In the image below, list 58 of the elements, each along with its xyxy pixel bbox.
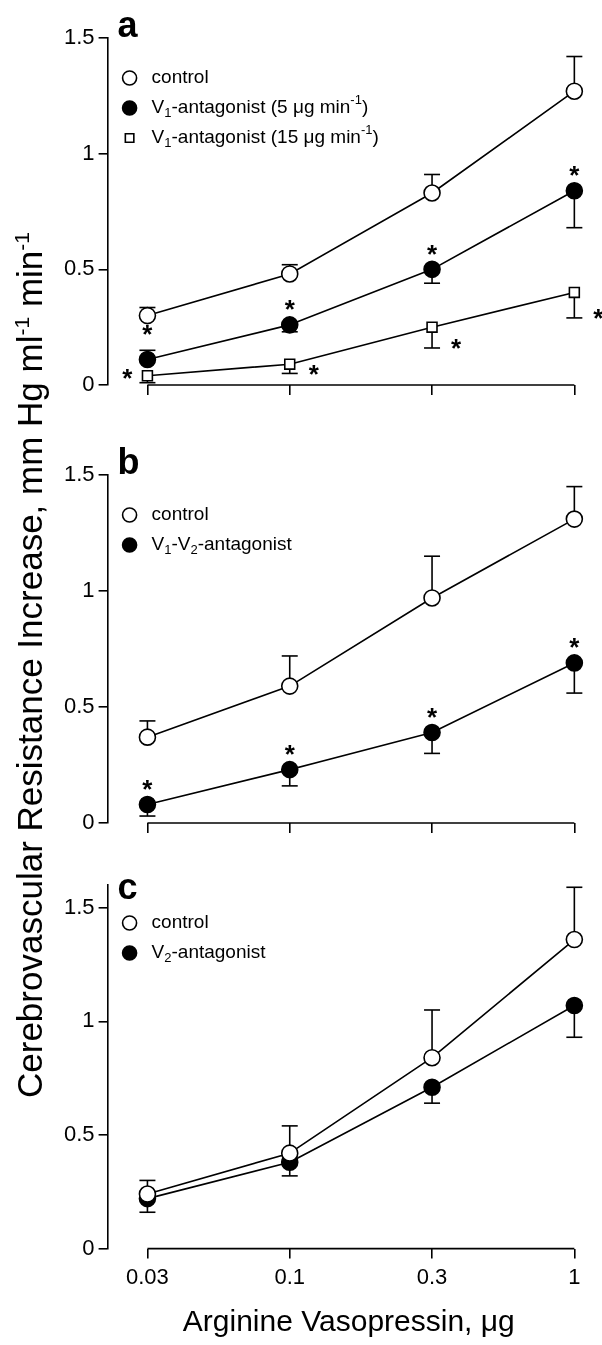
y-tick-label: 0 bbox=[82, 809, 95, 835]
x-tick-label: 0.03 bbox=[126, 1263, 169, 1289]
y-tick-label: 1.5 bbox=[63, 24, 95, 50]
annotation: * bbox=[142, 773, 154, 804]
annotation: * bbox=[122, 362, 134, 393]
point bbox=[565, 82, 584, 101]
point bbox=[280, 316, 299, 334]
annotation: * bbox=[142, 319, 154, 350]
point bbox=[423, 723, 441, 742]
y-tick-label: 0.5 bbox=[63, 693, 95, 719]
annotation: * bbox=[450, 333, 462, 364]
y-tick-label: 1.5 bbox=[63, 893, 95, 919]
y-tick-label: 0.5 bbox=[63, 255, 95, 281]
point bbox=[280, 265, 299, 283]
point bbox=[565, 654, 584, 672]
y-tick-label: 1 bbox=[82, 577, 95, 603]
y-tick-label: 0.5 bbox=[63, 1121, 95, 1147]
legend-label: control bbox=[151, 911, 209, 933]
point bbox=[280, 677, 299, 695]
point bbox=[568, 286, 581, 299]
point bbox=[283, 358, 296, 370]
y-tick-label: 0 bbox=[82, 371, 95, 397]
annotation: * bbox=[426, 701, 438, 732]
annotation: * bbox=[284, 294, 296, 325]
point bbox=[423, 260, 441, 279]
x-tick-label: 0.3 bbox=[416, 1263, 448, 1289]
point bbox=[565, 996, 584, 1015]
point bbox=[423, 1048, 441, 1067]
annotation: * bbox=[569, 632, 581, 663]
chart-title: c bbox=[117, 866, 138, 907]
point bbox=[423, 1078, 441, 1097]
point bbox=[138, 728, 157, 746]
point bbox=[423, 184, 441, 202]
point bbox=[565, 181, 584, 200]
x-tick-label: 0.1 bbox=[274, 1263, 306, 1289]
point bbox=[138, 350, 157, 369]
legend-label: control bbox=[151, 503, 209, 525]
x-axis-title: Arginine Vasopressin, μg bbox=[182, 1304, 515, 1338]
point bbox=[138, 306, 157, 325]
point bbox=[138, 1185, 157, 1203]
x-tick-label: 1 bbox=[568, 1263, 581, 1289]
point bbox=[280, 760, 299, 779]
y-tick-label: 1.5 bbox=[63, 461, 95, 487]
annotation: * bbox=[569, 159, 581, 190]
annotation: * bbox=[284, 738, 296, 769]
point bbox=[423, 589, 441, 607]
annotation: * bbox=[308, 358, 320, 389]
point bbox=[565, 930, 584, 949]
point bbox=[565, 510, 584, 528]
y-tick-label: 1 bbox=[82, 1007, 95, 1033]
point bbox=[280, 1144, 299, 1162]
point bbox=[426, 321, 438, 333]
chart-title: a bbox=[117, 4, 139, 45]
legend-label: control bbox=[151, 66, 209, 88]
y-tick-label: 0 bbox=[82, 1234, 95, 1260]
y-tick-label: 1 bbox=[82, 139, 95, 165]
annotation: * bbox=[426, 238, 438, 269]
chart-title: b bbox=[117, 441, 140, 482]
